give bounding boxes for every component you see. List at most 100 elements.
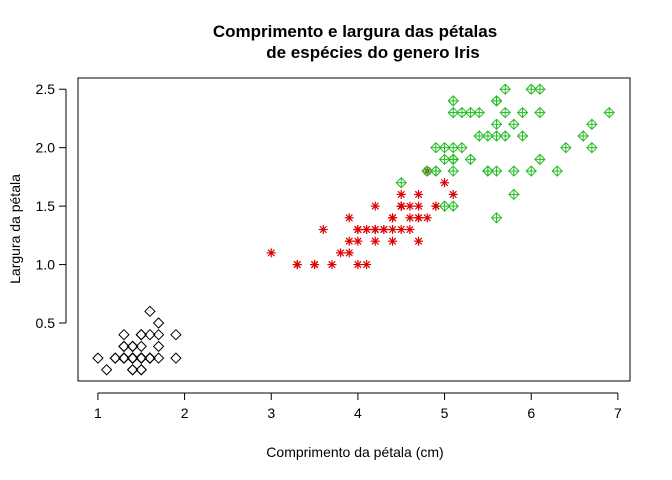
data-point — [508, 118, 520, 130]
data-point — [534, 106, 546, 119]
data-point — [379, 225, 389, 234]
data-point — [586, 141, 598, 154]
series-1 — [92, 305, 182, 376]
data-point — [144, 329, 156, 341]
data-point — [430, 141, 442, 154]
data-point — [370, 201, 380, 211]
data-point — [414, 189, 424, 199]
chart-title-line-2: de espécies do genero Iris — [266, 43, 480, 62]
data-point — [344, 248, 354, 258]
data-point — [353, 236, 363, 246]
y-tick-label: 1.5 — [36, 198, 56, 214]
y-tick-label: 2.5 — [36, 81, 56, 97]
data-point — [152, 329, 165, 341]
data-point — [577, 130, 589, 142]
data-point — [310, 260, 320, 270]
data-point — [126, 340, 139, 353]
data-point — [336, 248, 346, 258]
data-point — [135, 329, 147, 341]
data-point — [370, 225, 380, 234]
data-point — [152, 340, 165, 353]
x-tick-label: 2 — [181, 405, 189, 421]
data-points — [92, 83, 615, 376]
data-point — [118, 340, 130, 353]
x-tick-label: 6 — [527, 405, 535, 421]
data-point — [396, 189, 406, 199]
data-point — [490, 118, 503, 130]
data-point — [473, 130, 485, 142]
data-point — [422, 213, 432, 223]
data-point — [440, 178, 450, 188]
data-point — [135, 352, 147, 364]
x-tick-label: 3 — [267, 405, 275, 421]
data-point — [516, 130, 529, 142]
data-point — [370, 236, 380, 246]
data-point — [490, 130, 503, 142]
data-point — [362, 260, 372, 270]
data-point — [388, 236, 398, 246]
data-point — [292, 260, 302, 270]
data-point — [508, 165, 520, 177]
series-3 — [395, 83, 615, 224]
data-point — [525, 165, 537, 177]
data-point — [508, 188, 520, 201]
plot-frame — [77, 77, 631, 382]
data-point — [499, 106, 511, 119]
data-point — [362, 225, 372, 234]
data-point — [344, 236, 354, 246]
data-point — [551, 165, 563, 177]
data-point — [586, 118, 598, 130]
data-point — [447, 95, 459, 107]
data-point — [560, 141, 572, 154]
data-point — [414, 201, 424, 211]
data-point — [126, 352, 139, 364]
data-point — [388, 225, 398, 234]
data-point — [534, 153, 546, 166]
data-point — [414, 236, 424, 246]
data-point — [353, 225, 363, 234]
data-point — [388, 213, 398, 223]
data-point — [456, 141, 468, 154]
data-point — [152, 352, 165, 364]
data-point — [135, 364, 147, 376]
data-point — [438, 153, 451, 166]
data-point — [266, 248, 276, 258]
data-point — [327, 260, 337, 270]
data-point — [92, 352, 104, 364]
data-point — [534, 83, 546, 95]
data-point — [170, 352, 182, 364]
series-2 — [266, 166, 458, 270]
x-tick-label: 5 — [441, 405, 449, 421]
data-point — [353, 260, 363, 270]
data-point — [396, 225, 406, 234]
data-point — [414, 213, 424, 223]
data-point — [170, 329, 182, 341]
data-point — [100, 364, 113, 376]
y-tick-label: 2.0 — [36, 140, 56, 156]
data-point — [118, 329, 130, 341]
x-tick-label: 1 — [94, 405, 102, 421]
data-point — [135, 340, 147, 353]
x-axis: 1 2 3 4 5 6 7 — [94, 392, 622, 421]
data-point — [118, 352, 130, 364]
data-point — [447, 200, 459, 212]
data-point — [152, 317, 165, 329]
y-axis-label: Largura da pétala — [7, 174, 23, 284]
data-point — [144, 352, 156, 364]
y-tick-label: 1.0 — [36, 257, 56, 273]
data-point — [126, 364, 139, 376]
data-point — [344, 213, 354, 223]
data-point — [516, 106, 529, 119]
x-tick-label: 4 — [354, 405, 362, 421]
data-point — [405, 213, 415, 223]
chart-title-line-1: Comprimento e largura das pétalas — [213, 22, 497, 41]
data-point — [318, 225, 328, 234]
data-point — [482, 165, 494, 177]
data-point — [448, 189, 458, 199]
data-point — [490, 212, 503, 224]
data-point — [421, 165, 433, 177]
data-point — [405, 201, 415, 211]
data-point — [499, 83, 511, 95]
data-point — [405, 225, 415, 234]
